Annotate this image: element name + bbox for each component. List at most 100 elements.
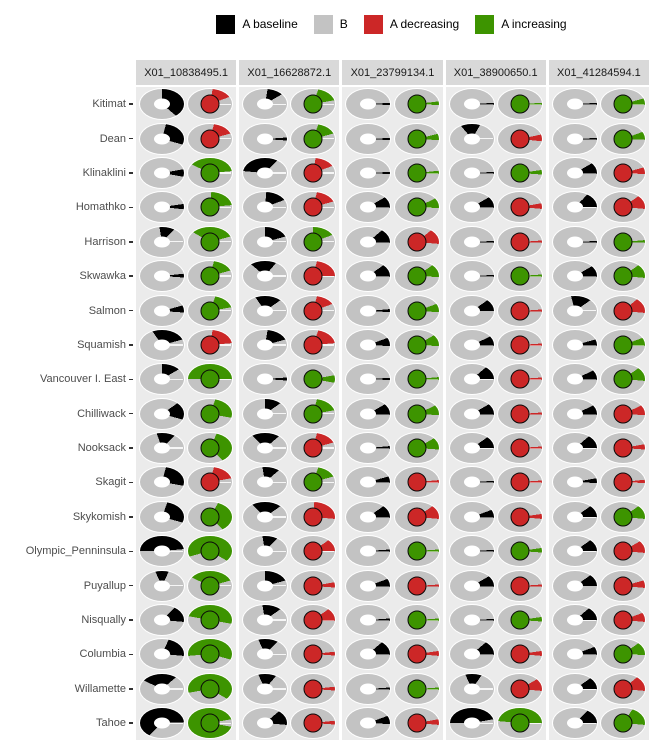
row-label-Squamish: Squamish bbox=[0, 328, 133, 362]
pie-baseline bbox=[346, 605, 391, 636]
pie-change-decreasing bbox=[497, 364, 542, 395]
pie-row-Columbia bbox=[136, 637, 236, 671]
pie-baseline bbox=[346, 639, 391, 670]
pie-change-decreasing bbox=[291, 295, 336, 326]
pie-row-Columbia bbox=[549, 637, 649, 671]
pie-change-decreasing bbox=[394, 639, 439, 670]
center-dot bbox=[510, 266, 530, 286]
pie-change-decreasing bbox=[394, 570, 439, 601]
center-dot bbox=[200, 541, 220, 561]
center-dot bbox=[303, 301, 323, 321]
center-dot bbox=[510, 369, 530, 389]
pie-change-decreasing bbox=[394, 708, 439, 739]
center-dot bbox=[303, 438, 323, 458]
pie-change-increasing bbox=[188, 570, 233, 601]
row-label-text: Skwawka bbox=[79, 270, 126, 283]
pie-baseline bbox=[140, 639, 185, 670]
center-dot bbox=[303, 541, 323, 561]
pie-change-increasing bbox=[600, 708, 645, 739]
pie-baseline bbox=[346, 364, 391, 395]
center-dot bbox=[510, 610, 530, 630]
pie-baseline bbox=[552, 398, 597, 429]
pie-baseline bbox=[243, 329, 288, 360]
axis-tick bbox=[129, 412, 133, 415]
pie-row-Skwawka bbox=[342, 259, 442, 293]
row-label-Harrison: Harrison bbox=[0, 225, 133, 259]
pie-change-increasing bbox=[394, 295, 439, 326]
center-dot bbox=[303, 335, 323, 355]
pie-row-Salmon bbox=[239, 293, 339, 327]
row-label-text: Nooksack bbox=[77, 442, 126, 455]
pie-change-decreasing bbox=[600, 467, 645, 498]
pie-baseline bbox=[552, 433, 597, 464]
pie-baseline bbox=[346, 157, 391, 188]
pie-baseline bbox=[140, 433, 185, 464]
row-label-text: Dean bbox=[99, 132, 126, 145]
pie-row-Nooksack bbox=[136, 431, 236, 465]
center-dot bbox=[613, 94, 633, 114]
donut-hole bbox=[257, 717, 274, 729]
pie-baseline bbox=[140, 673, 185, 704]
donut-hole bbox=[360, 614, 377, 626]
center-dot bbox=[613, 197, 633, 217]
row-label-text: Homathko bbox=[75, 201, 126, 214]
pie-row-Klinaklini bbox=[239, 156, 339, 190]
center-dot bbox=[510, 713, 530, 733]
donut-hole bbox=[360, 476, 377, 488]
pie-change-increasing bbox=[394, 605, 439, 636]
pie-baseline bbox=[243, 261, 288, 292]
axis-tick bbox=[129, 275, 133, 277]
donut-hole bbox=[566, 133, 583, 145]
donut-hole bbox=[360, 580, 377, 592]
pie-row-Tahoe bbox=[136, 706, 236, 740]
pie-change-increasing bbox=[600, 639, 645, 670]
pie-change-increasing bbox=[497, 536, 542, 567]
donut-hole bbox=[360, 201, 377, 213]
axis-tick bbox=[129, 722, 133, 724]
pie-row-Columbia bbox=[446, 637, 546, 671]
pie-row-Skykomish bbox=[549, 500, 649, 534]
row-label-text: Skagit bbox=[95, 476, 126, 489]
pie-baseline bbox=[449, 536, 494, 567]
pie-row-Tahoe bbox=[239, 706, 339, 740]
center-dot bbox=[510, 644, 530, 664]
pie-change-decreasing bbox=[188, 123, 233, 154]
pie-row-Homathko bbox=[239, 190, 339, 224]
row-label-Kitimat: Kitimat bbox=[0, 87, 133, 121]
donut-hole bbox=[566, 201, 583, 213]
pie-baseline bbox=[243, 467, 288, 498]
pie-change-decreasing bbox=[291, 570, 336, 601]
center-dot bbox=[303, 197, 323, 217]
pie-baseline bbox=[552, 536, 597, 567]
axis-tick bbox=[129, 550, 133, 553]
center-dot bbox=[613, 129, 633, 149]
donut-hole bbox=[257, 408, 274, 420]
pie-row-Tahoe bbox=[342, 706, 442, 740]
center-dot bbox=[613, 163, 633, 183]
axis-tick bbox=[129, 516, 133, 518]
facet-panel-X01_41284594.1 bbox=[548, 87, 649, 741]
donut-hole bbox=[257, 511, 274, 523]
donut-hole bbox=[154, 339, 171, 351]
legend: A baseline B A decreasing A increasing bbox=[133, 0, 650, 48]
center-dot bbox=[613, 576, 633, 596]
pie-change-decreasing bbox=[188, 467, 233, 498]
row-label-Skagit: Skagit bbox=[0, 465, 133, 499]
pie-change-decreasing bbox=[291, 261, 336, 292]
pie-baseline bbox=[140, 192, 185, 223]
pie-row-Nisqually bbox=[549, 603, 649, 637]
donut-hole bbox=[257, 167, 274, 179]
pie-baseline bbox=[243, 433, 288, 464]
pie-baseline bbox=[552, 467, 597, 498]
pie-change-decreasing bbox=[600, 192, 645, 223]
pie-row-Harrison bbox=[239, 225, 339, 259]
legend-label: A increasing bbox=[501, 17, 567, 31]
pie-baseline bbox=[552, 673, 597, 704]
legend-item-a-increasing: A increasing bbox=[475, 14, 567, 34]
pie-change-decreasing bbox=[497, 501, 542, 532]
axis-tick bbox=[129, 447, 133, 449]
pie-change-decreasing bbox=[497, 673, 542, 704]
donut-hole bbox=[566, 408, 583, 420]
pie-baseline bbox=[449, 639, 494, 670]
donut-hole bbox=[257, 236, 274, 248]
